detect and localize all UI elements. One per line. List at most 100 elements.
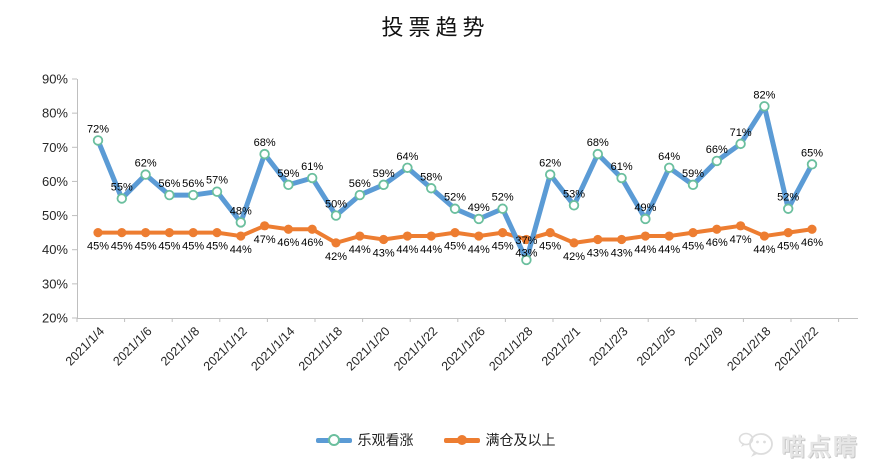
x-tick-label: 2021/2/1: [539, 324, 583, 368]
data-label-orange: 46%: [277, 237, 299, 249]
data-point-marker: [783, 203, 794, 214]
data-label-orange: 45%: [135, 241, 157, 253]
x-tick-label: 2021/2/9: [682, 324, 726, 368]
data-point-marker: [521, 254, 532, 266]
chart-title: 投票趋势: [381, 16, 490, 41]
data-point-marker: [640, 213, 651, 225]
data-point-marker: [331, 238, 341, 248]
data-point-marker: [402, 231, 412, 241]
data-point-marker: [664, 162, 675, 173]
legend-line-blue-icon: [315, 434, 352, 446]
data-label-blue: 55%: [111, 182, 133, 194]
watermark-text: 喵点睛: [781, 434, 859, 461]
data-point-marker: [498, 228, 508, 238]
data-point-marker: [116, 193, 128, 204]
data-point-marker: [521, 234, 532, 245]
legend-line-orange-icon: [443, 435, 480, 445]
data-label-orange: 44%: [634, 244, 656, 256]
data-point-marker: [449, 203, 461, 214]
data-label-blue: 66%: [706, 144, 728, 156]
data-label-blue: 56%: [182, 178, 204, 190]
data-label-orange: 46%: [801, 237, 823, 249]
data-label-blue: 59%: [682, 168, 704, 180]
data-point-marker: [474, 231, 484, 241]
data-label-blue: 59%: [373, 168, 395, 180]
data-label-blue: 82%: [753, 89, 775, 101]
data-label-orange: 45%: [182, 241, 204, 253]
data-point-marker: [783, 228, 793, 238]
x-tick-label: 2021/1/8: [158, 324, 202, 368]
data-label-orange: 46%: [301, 237, 323, 249]
x-tick-label: 2021/1/26: [439, 324, 488, 373]
data-point-marker: [735, 138, 746, 150]
data-label-orange: 44%: [230, 244, 252, 256]
data-label-blue: 68%: [587, 137, 609, 149]
data-point-marker: [664, 231, 674, 241]
data-point-marker: [806, 159, 818, 170]
data-label-orange: 44%: [396, 244, 418, 256]
data-point-marker: [330, 210, 342, 221]
legend-label-optimistic: 乐观看涨: [357, 432, 414, 448]
data-label-blue: 65%: [801, 147, 823, 159]
data-label-blue: 62%: [135, 158, 157, 170]
data-point-marker: [164, 189, 175, 201]
data-label-orange: 46%: [706, 237, 728, 249]
data-point-marker: [93, 228, 103, 238]
data-point-marker: [711, 155, 723, 167]
chart-legend: 乐观看涨 满仓及以上: [0, 430, 871, 450]
data-label-orange: 44%: [420, 244, 442, 256]
data-point-marker: [402, 162, 413, 173]
legend-item-optimistic: 乐观看涨: [315, 430, 414, 450]
data-label-blue: 50%: [325, 199, 347, 211]
data-label-orange: 45%: [444, 241, 466, 253]
data-label-orange: 43%: [373, 247, 395, 259]
data-point-marker: [92, 135, 104, 146]
legend-item-full-position: 满仓及以上: [443, 430, 556, 450]
y-tick-label: 80%: [42, 106, 68, 121]
x-tick-label: 2021/1/18: [296, 324, 345, 373]
data-point-marker: [450, 228, 460, 238]
data-point-marker: [379, 234, 389, 245]
data-label-blue: 49%: [634, 202, 656, 214]
data-point-marker: [117, 228, 127, 238]
data-point-marker: [378, 179, 389, 191]
data-label-blue: 64%: [658, 151, 680, 163]
data-label-blue: 52%: [444, 192, 466, 204]
data-point-marker: [354, 189, 366, 201]
x-tick-label: 2021/2/22: [772, 324, 821, 373]
x-tick-label: 2021/1/22: [391, 324, 440, 373]
data-point-marker: [187, 189, 199, 201]
data-label-blue: 49%: [468, 202, 490, 214]
data-label-blue: 58%: [420, 171, 442, 183]
data-point-marker: [807, 224, 817, 234]
x-tick-label: 2021/2/3: [586, 324, 630, 368]
data-label-orange: 45%: [539, 241, 561, 253]
data-label-orange: 44%: [658, 244, 680, 256]
legend-label-full-position: 满仓及以上: [485, 432, 556, 448]
x-tick-label: 2021/1/14: [248, 324, 297, 373]
data-label-orange: 47%: [730, 234, 752, 246]
open-circle-marker-icon: [327, 434, 340, 446]
data-point-marker: [259, 148, 270, 160]
data-point-marker: [593, 234, 603, 245]
data-point-marker: [307, 224, 317, 234]
data-label-blue: 52%: [492, 192, 514, 204]
x-tick-label: 2021/1/12: [201, 324, 250, 373]
data-label-blue: 56%: [158, 178, 180, 190]
data-point-marker: [212, 228, 222, 238]
data-point-marker: [211, 186, 223, 197]
data-point-marker: [235, 217, 247, 228]
data-label-orange: 43%: [515, 247, 537, 259]
data-point-marker: [545, 228, 555, 238]
data-label-orange: 47%: [254, 234, 276, 246]
data-label-blue: 72%: [87, 123, 109, 135]
y-tick-label: 30%: [42, 276, 68, 291]
data-point-marker: [616, 172, 627, 184]
y-tick-label: 60%: [42, 174, 68, 189]
data-point-marker: [355, 231, 365, 241]
data-label-orange: 42%: [563, 251, 585, 263]
data-label-blue: 53%: [563, 188, 585, 200]
data-point-marker: [283, 179, 294, 191]
data-label-blue: 48%: [230, 205, 252, 217]
